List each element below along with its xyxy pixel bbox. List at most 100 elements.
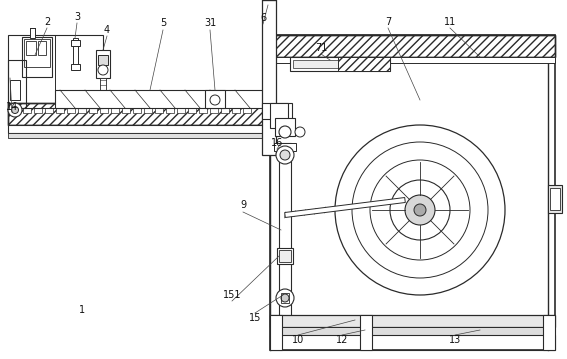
Bar [270, 103, 288, 128]
Bar [550, 188, 560, 210]
Text: 13: 13 [449, 335, 461, 345]
Bar [232, 108, 240, 113]
Circle shape [276, 289, 294, 307]
Bar [45, 108, 53, 113]
Bar [205, 90, 225, 108]
Bar [23, 108, 31, 113]
Bar [548, 185, 562, 213]
Bar [275, 118, 295, 136]
Circle shape [276, 146, 294, 164]
Bar [262, 0, 276, 155]
Circle shape [279, 126, 291, 138]
Bar [166, 108, 174, 113]
Bar [122, 108, 130, 113]
Bar [274, 143, 296, 151]
Circle shape [98, 65, 108, 75]
Bar [281, 293, 289, 303]
Bar [12, 108, 20, 113]
Bar [270, 35, 555, 57]
Text: 5: 5 [160, 18, 166, 28]
Circle shape [335, 125, 505, 295]
Bar [243, 108, 251, 113]
Bar [270, 57, 555, 63]
Bar [210, 108, 218, 113]
Bar [73, 38, 78, 70]
Text: 31: 31 [204, 18, 216, 28]
Bar [177, 108, 185, 113]
Bar [338, 57, 390, 71]
FancyArrow shape [285, 197, 405, 218]
Text: 9: 9 [240, 200, 246, 210]
Bar [10, 80, 20, 100]
Bar [71, 64, 80, 70]
Text: 14: 14 [6, 102, 18, 112]
Circle shape [352, 142, 488, 278]
Circle shape [8, 103, 22, 117]
Text: 2: 2 [44, 17, 50, 27]
Bar [270, 315, 282, 350]
Bar [277, 248, 293, 264]
Bar [96, 50, 110, 78]
Bar [34, 108, 42, 113]
Bar [55, 90, 270, 108]
Bar [26, 41, 36, 55]
Bar [22, 37, 52, 77]
Circle shape [370, 160, 470, 260]
Bar [290, 57, 390, 71]
Text: 16: 16 [271, 138, 283, 148]
Circle shape [280, 150, 290, 160]
Bar [199, 108, 207, 113]
Bar [221, 108, 229, 113]
Bar [8, 103, 270, 125]
Bar [360, 315, 372, 350]
Circle shape [281, 294, 289, 302]
Circle shape [295, 127, 305, 137]
Bar [133, 108, 141, 113]
Bar [8, 103, 270, 125]
Circle shape [405, 195, 435, 225]
Bar [270, 315, 555, 327]
Bar [56, 108, 64, 113]
Bar [38, 41, 46, 55]
Text: 151: 151 [223, 290, 241, 300]
Text: 10: 10 [292, 335, 304, 345]
Bar [100, 108, 108, 113]
Bar [78, 108, 86, 113]
Bar [8, 125, 270, 133]
Bar [67, 108, 75, 113]
Text: 1: 1 [79, 305, 85, 315]
Bar [270, 35, 555, 350]
Circle shape [414, 204, 426, 216]
Text: 15: 15 [249, 313, 261, 323]
Bar [543, 315, 555, 350]
Bar [279, 250, 291, 262]
Bar [98, 55, 108, 65]
Bar [8, 60, 26, 108]
Bar [8, 35, 103, 108]
Bar [270, 327, 555, 335]
Text: 11: 11 [444, 17, 456, 27]
Bar [24, 39, 50, 67]
Bar [144, 108, 152, 113]
Circle shape [390, 180, 450, 240]
Text: 3: 3 [74, 12, 80, 22]
Bar [270, 35, 555, 57]
Bar [262, 103, 292, 119]
Bar [188, 108, 196, 113]
Circle shape [11, 107, 19, 113]
Bar [100, 78, 106, 104]
Text: 4: 4 [104, 25, 110, 35]
Bar [270, 335, 555, 350]
Bar [293, 60, 387, 68]
Bar [71, 40, 80, 46]
Bar [8, 133, 270, 138]
Bar [111, 108, 119, 113]
Bar [155, 108, 163, 113]
Bar [89, 108, 97, 113]
Text: 12: 12 [336, 335, 348, 345]
Text: 6: 6 [260, 13, 266, 23]
Bar [279, 143, 291, 318]
Circle shape [210, 95, 220, 105]
Text: 71: 71 [315, 43, 327, 53]
Text: 7: 7 [385, 17, 391, 27]
